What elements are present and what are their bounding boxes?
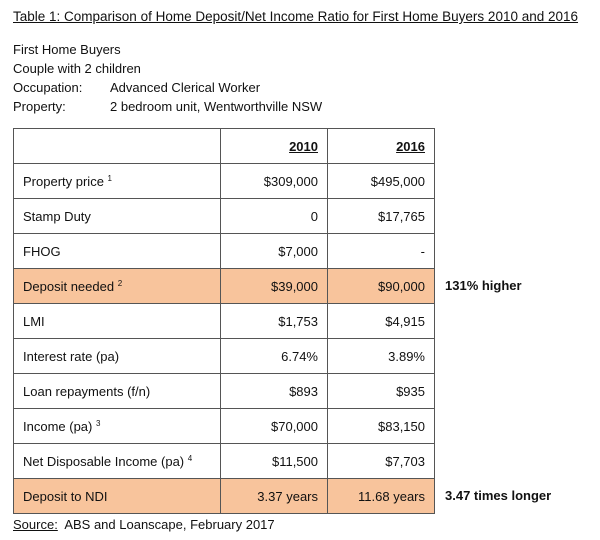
row-label: Deposit needed: [23, 278, 115, 294]
info-value: Advanced Clerical Worker: [110, 80, 261, 95]
row-label: Loan repayments (f/n): [23, 383, 151, 399]
value-cell: $893: [220, 373, 328, 409]
source-label: Source:: [13, 517, 58, 532]
value-cell: $7,000: [220, 233, 328, 269]
table-row: Interest rate (pa) 6.74% 3.89%: [13, 338, 435, 374]
value-cell: $495,000: [327, 163, 435, 199]
table-row: Stamp Duty 0 $17,765: [13, 198, 435, 234]
row-label: Property price: [23, 173, 104, 189]
value-cell: -: [327, 233, 435, 269]
row-label-cell: Deposit to NDI: [13, 478, 221, 514]
header-cell: [13, 128, 221, 164]
value-cell: $39,000: [220, 268, 328, 304]
row-label-cell: FHOG: [13, 233, 221, 269]
table-row: Net Disposable Income (pa) 4 $11,500 $7,70…: [13, 443, 435, 479]
value-cell: 0: [220, 198, 328, 234]
source-text: ABS and Loanscape, February 2017: [64, 517, 275, 532]
info-line: Occupation: Advanced Clerical Worker: [13, 80, 260, 95]
row-label: LMI: [23, 313, 45, 329]
row-label: Income (pa): [23, 418, 93, 434]
table-row: FHOG $7,000-: [13, 233, 435, 269]
row-note: 3.47 times longer: [445, 488, 552, 503]
footnote-mark: 4: [187, 453, 193, 463]
row-label-cell: LMI: [13, 303, 221, 339]
footnote-mark: 3: [96, 418, 101, 428]
value-cell: $17,765: [327, 198, 435, 234]
value-cell: $309,000: [220, 163, 328, 199]
column-header: 2010: [289, 138, 318, 154]
value-cell: 6.74%: [220, 338, 328, 374]
row-label-cell: Deposit needed 2: [13, 268, 221, 304]
row-label-cell: Stamp Duty: [13, 198, 221, 234]
info-line: First Home Buyers: [13, 42, 121, 57]
value-cell: $90,000: [327, 268, 435, 304]
row-label-cell: Interest rate (pa): [13, 338, 221, 374]
row-label-cell: Loan repayments (f/n): [13, 373, 221, 409]
footnote-mark: 1: [107, 173, 112, 183]
row-label-cell: Property price 1: [13, 163, 221, 199]
table-row: LMI $1,753 $4,915: [13, 303, 435, 339]
row-label: FHOG: [23, 243, 61, 259]
row-label: Interest rate (pa): [23, 348, 120, 364]
row-label: Net Disposable Income (pa): [23, 453, 185, 469]
info-label: Property:: [13, 99, 66, 114]
info-line: Couple with 2 children: [13, 61, 141, 76]
table-row: Deposit to NDI 3.37 years 11.68 years: [13, 478, 435, 514]
value-cell: $70,000: [220, 408, 328, 444]
value-cell: $83,150: [327, 408, 435, 444]
table-row: Loan repayments (f/n) $893 $935: [13, 373, 435, 409]
header-cell: 2016: [327, 128, 435, 164]
row-label-cell: Income (pa) 3: [13, 408, 221, 444]
header-row: 2010 2016: [13, 128, 435, 164]
value-cell: 11.68 years: [327, 478, 435, 514]
row-note: 131% higher: [445, 278, 522, 293]
table: 2010 2016 Property price 1 $309,000 $495,000…: [13, 128, 435, 514]
value-cell: 3.37 years: [220, 478, 328, 514]
table-row: Deposit needed 2 $39,000 $90,000: [13, 268, 435, 304]
info-value: 2 bedroom unit, Wentworthville NSW: [110, 99, 323, 114]
value-cell: 3.89%: [327, 338, 435, 374]
table-row: Income (pa) 3 $70,000 $83,150: [13, 408, 435, 444]
value-cell: $1,753: [220, 303, 328, 339]
info-label: Occupation:: [13, 80, 83, 95]
row-label: Stamp Duty: [23, 208, 91, 224]
value-cell: $11,500: [220, 443, 328, 479]
info-line: Property: 2 bedroom unit, Wentworthville …: [13, 99, 322, 114]
column-header: 2016: [396, 138, 425, 154]
table-row: Property price 1 $309,000 $495,000: [13, 163, 435, 199]
value-cell: $7,703: [327, 443, 435, 479]
row-label-cell: Net Disposable Income (pa) 4: [13, 443, 221, 479]
value-cell: $935: [327, 373, 435, 409]
header-cell: 2010: [220, 128, 328, 164]
title: Table 1: Comparison of Home Deposit/Net …: [13, 9, 579, 24]
source: Source: ABS and Loanscape, February 2017: [13, 517, 275, 532]
value-cell: $4,915: [327, 303, 435, 339]
footnote-mark: 2: [117, 278, 123, 288]
row-label: Deposit to NDI: [23, 488, 108, 504]
